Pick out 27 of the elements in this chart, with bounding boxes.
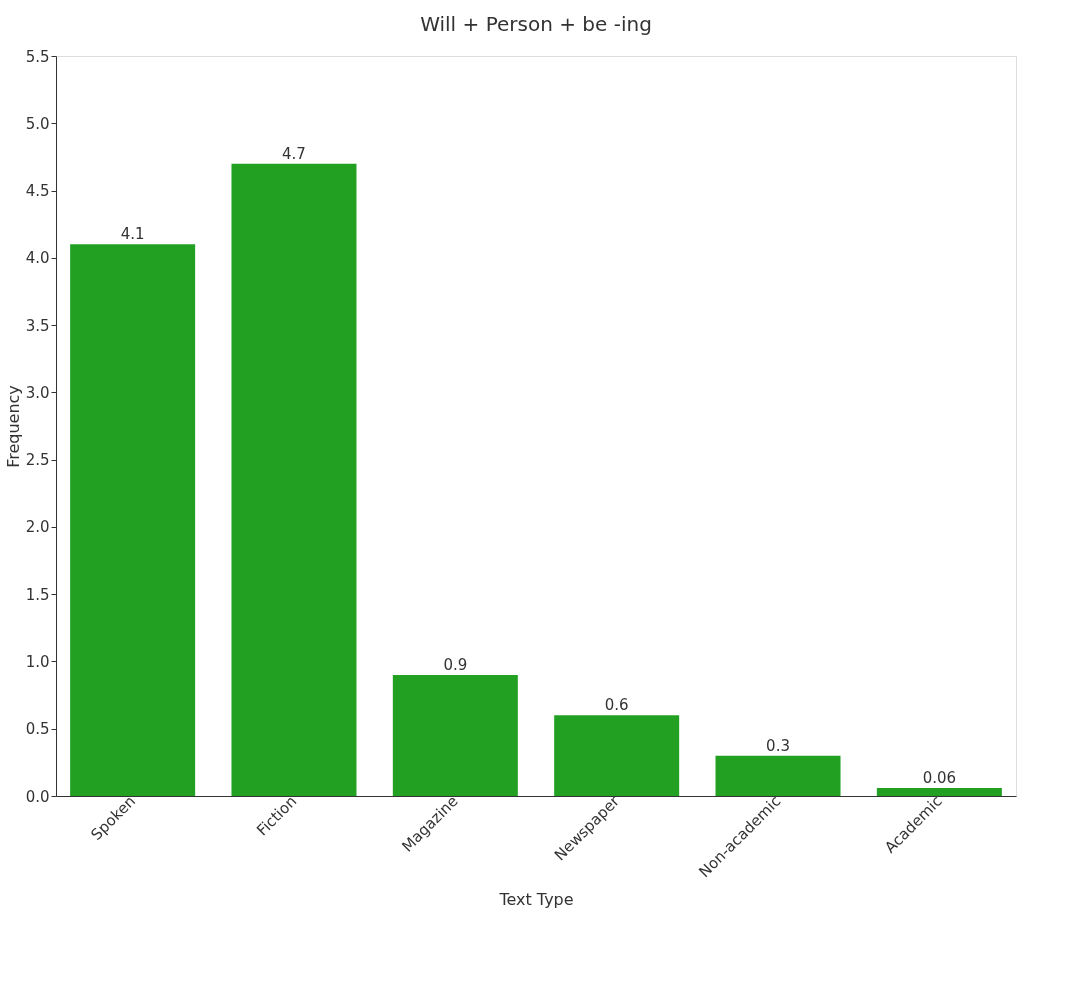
chart-title: Will + Person + be -ing [420, 12, 652, 36]
y-tick-label: 5.5 [25, 47, 50, 66]
data-label: 4.7 [282, 144, 306, 163]
data-label: 0.06 [922, 768, 957, 787]
y-tick-label: 2.5 [25, 451, 50, 470]
bar [554, 715, 680, 796]
y-tick-label: 4.0 [25, 249, 50, 268]
bar [715, 755, 841, 796]
bar [231, 163, 357, 796]
y-tick-label: 0.5 [25, 720, 50, 739]
y-axis-title: Frequency [3, 385, 23, 468]
data-label: 4.1 [120, 225, 145, 244]
y-tick-label: 0.0 [25, 787, 50, 806]
data-label: 0.6 [604, 696, 629, 715]
y-tick-label: 5.0 [25, 114, 50, 133]
bar [392, 674, 518, 796]
bar [70, 244, 196, 796]
data-label: 0.9 [443, 655, 468, 674]
bar [876, 787, 1002, 796]
data-label: 0.3 [766, 736, 790, 755]
y-tick-label: 3.0 [25, 383, 50, 402]
y-tick-label: 3.5 [25, 316, 50, 335]
y-tick-label: 1.0 [25, 652, 50, 671]
x-axis-title: Text Type [498, 890, 574, 910]
y-tick-label: 4.5 [25, 182, 50, 201]
y-tick-label: 1.5 [25, 585, 50, 604]
y-tick-label: 2.0 [25, 518, 50, 537]
